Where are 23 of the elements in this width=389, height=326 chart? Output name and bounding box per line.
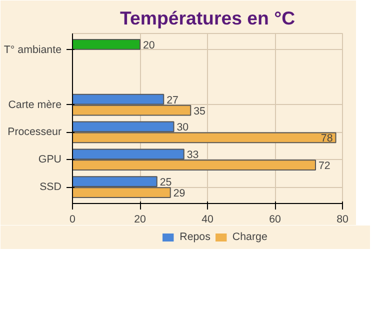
data-label: 30 <box>176 122 189 134</box>
x-tick-label: 60 <box>269 214 281 226</box>
data-label: 33 <box>186 149 199 162</box>
data-label: 72 <box>318 160 330 172</box>
y-tick-label: Processeur <box>8 126 62 138</box>
y-tick-label: SSD <box>40 181 62 194</box>
x-tick-label: 40 <box>202 214 214 226</box>
x-tick-label: 20 <box>134 214 146 226</box>
data-label: 20 <box>143 39 155 52</box>
data-label: 27 <box>166 94 179 106</box>
legend-label: Charge <box>232 231 268 243</box>
x-tick-label: 0 <box>70 214 76 226</box>
y-tick-label: GPU <box>38 154 62 166</box>
bar <box>72 39 140 50</box>
y-tick-label: Carte mère <box>8 98 62 111</box>
data-label: 25 <box>160 176 172 189</box>
data-label: 29 <box>173 188 186 200</box>
chart-title: Températures en °C <box>120 8 296 28</box>
data-label: 78 <box>320 132 333 145</box>
data-label: 35 <box>194 105 206 118</box>
x-tick-label: 80 <box>336 214 348 226</box>
y-tick-label: T° ambiante <box>4 44 62 56</box>
legend-label: Repos <box>180 231 210 243</box>
